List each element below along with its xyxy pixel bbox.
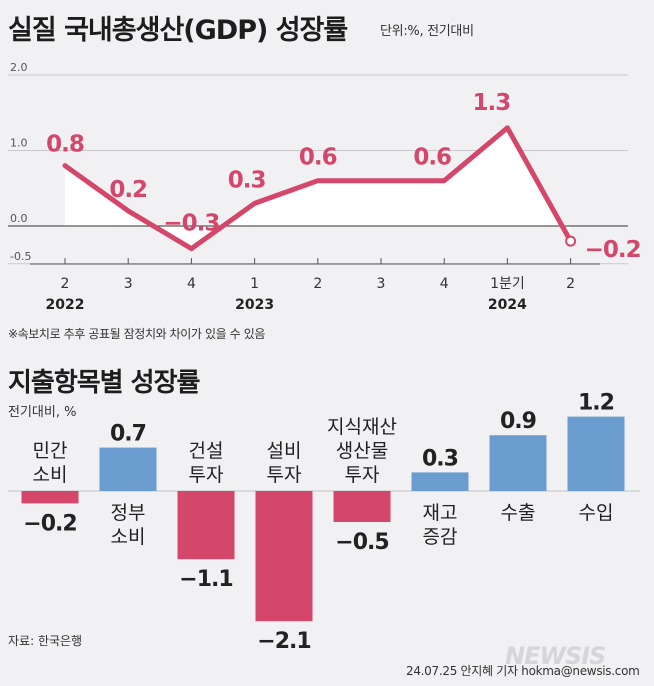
credit-label: 24.07.25 안지혜 기자 hokma@newsis.com <box>406 664 640 678</box>
watermark-logo: NEWSIS <box>505 642 606 670</box>
x-tick-label: 4 <box>187 276 196 292</box>
bar-category-label: 지식재산 <box>327 416 397 438</box>
data-point-last <box>565 235 577 247</box>
area-fill <box>65 127 571 249</box>
data-label: 0.6 <box>413 145 451 171</box>
bar-value-label: −1.1 <box>179 567 232 592</box>
data-label: 0.2 <box>109 177 147 203</box>
bar-unit-label: 전기대비, % <box>8 405 77 420</box>
data-label: 0.6 <box>299 145 337 171</box>
series-line <box>62 125 574 252</box>
bar-chart-title: 지출항목별 성장률 <box>8 368 200 398</box>
bar-category-label: 소비 <box>111 526 146 548</box>
x-tick-label: 1분기 <box>490 276 525 292</box>
gdp-line-chart: 2.0 1.0 0.0 -0.5 0.8 0.2 −0.3 0.3 0.6 0.6 1.3 −0.2 2… <box>8 61 642 313</box>
y-tick-label: -0.5 <box>10 250 31 263</box>
bar <box>411 472 469 491</box>
x-tick-label: 2 <box>313 276 322 292</box>
bar-category-label: 수출 <box>501 502 536 524</box>
bar-category-label: 투자 <box>345 464 380 486</box>
bar-category-label: 정부 <box>111 502 146 524</box>
bar-value-label: 1.2 <box>578 391 614 416</box>
year-label: 2024 <box>488 297 527 313</box>
data-label: −0.3 <box>163 211 219 237</box>
bar-value-label: 0.7 <box>110 422 146 447</box>
x-tick-label: 4 <box>440 276 449 292</box>
bar-category-label: 소비 <box>33 464 68 486</box>
x-tick-label: 3 <box>377 276 386 292</box>
y-tick-label: 1.0 <box>10 137 28 150</box>
bar-category-label: 재고 <box>423 502 458 524</box>
x-tick-label: 3 <box>124 276 133 292</box>
bar <box>489 435 547 491</box>
x-tick-label: 2 <box>61 276 70 292</box>
bar <box>99 447 157 491</box>
bar-value-label: −2.1 <box>257 629 310 654</box>
data-label: 0.8 <box>46 132 84 158</box>
bar <box>255 491 313 622</box>
unit-label: 단위:%, 전기대비 <box>380 24 474 39</box>
bar-category-label: 건설 <box>189 440 224 462</box>
data-label: 1.3 <box>473 90 511 116</box>
bar <box>333 491 391 522</box>
bar-category-label: 민간 <box>33 440 68 462</box>
source-label: 자료: 한국은행 <box>8 634 83 648</box>
y-tick-label: 2.0 <box>10 61 28 74</box>
year-label: 2022 <box>46 297 85 313</box>
x-tick-label: 2 <box>566 276 575 292</box>
bar <box>177 491 235 560</box>
bar-category-label: 생산물 <box>336 440 388 462</box>
bar-value-label: −0.2 <box>23 511 76 536</box>
year-label: 2023 <box>235 297 274 313</box>
y-tick-label: 0.0 <box>10 212 28 225</box>
bar-value-label: −0.5 <box>335 530 388 555</box>
footnote: ※속보치로 추후 공표될 잠정치와 차이가 있을 수 있음 <box>8 327 265 341</box>
bar-value-label: 0.3 <box>422 446 458 471</box>
bar-category-label: 설비 <box>267 440 302 462</box>
bar <box>567 416 625 491</box>
x-tick-label: 1 <box>250 276 259 292</box>
bar <box>21 491 79 504</box>
bar-category-label: 투자 <box>267 464 302 486</box>
data-label: 0.3 <box>228 167 266 193</box>
bar-category-label: 투자 <box>189 464 224 486</box>
bar-category-label: 증감 <box>423 526 458 548</box>
data-label: −0.2 <box>585 237 641 263</box>
bar-category-label: 수입 <box>579 502 614 524</box>
bar-value-label: 0.9 <box>500 409 536 434</box>
chart-title: 실질 국내총생산(GDP) 성장률 <box>8 15 348 46</box>
